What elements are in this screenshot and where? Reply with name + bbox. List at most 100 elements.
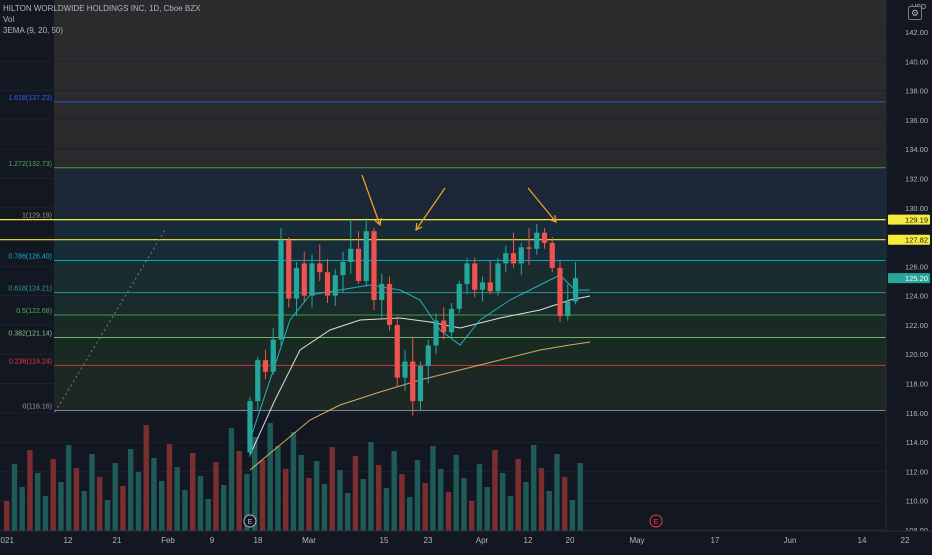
candle-body [441, 320, 447, 333]
volume-bar [236, 451, 242, 531]
volume-bar [500, 473, 506, 531]
price-marker-label: 129.19 [905, 216, 928, 225]
candle-body [572, 278, 579, 302]
volume-bar [283, 469, 289, 531]
price-tick-label: 116.00 [906, 409, 928, 418]
volume-bar [275, 446, 281, 531]
chart-legend: HILTON WORLDWIDE HOLDINGS INC, 1D, Cboe … [3, 3, 201, 36]
volume-bar [430, 446, 436, 531]
volume-bar [383, 488, 390, 531]
price-tick-label: 114.00 [906, 438, 928, 447]
arrow-head [415, 222, 423, 232]
time-tick-label: Apr [476, 536, 489, 545]
price-marker-label: 127.82 [905, 236, 928, 245]
volume-bar [376, 465, 382, 531]
candle-body [247, 401, 253, 453]
volume-bar [554, 454, 560, 531]
volume-legend[interactable]: Vol [3, 15, 15, 24]
time-tick-label: 15 [380, 536, 389, 545]
volume-bar [252, 437, 258, 531]
volume-bar [66, 445, 72, 531]
volume-bar [182, 490, 188, 531]
candle-body [317, 263, 323, 273]
candle-body [363, 231, 369, 281]
candle-body [425, 345, 431, 366]
time-tick-label: Feb [161, 536, 175, 545]
candle-body [386, 283, 393, 325]
volume-bar [159, 481, 165, 531]
fib-label: 0.618(124.21) [8, 286, 52, 293]
annotation-arrow [415, 187, 446, 231]
time-tick-label: 17 [711, 536, 720, 545]
candle-body [487, 282, 493, 292]
candle-body [433, 320, 439, 346]
volume-bar [306, 478, 312, 531]
time-axis-panel [0, 531, 932, 550]
volume-bar [577, 463, 583, 531]
candle-body [448, 308, 455, 333]
candle-body [371, 231, 377, 301]
fib-band [54, 292, 886, 315]
candle-body [518, 247, 524, 264]
price-tick-label: 132.00 [905, 174, 928, 183]
volume-bar [407, 497, 413, 531]
volume-bar [329, 447, 335, 531]
ema20-line [249, 295, 591, 456]
trend-line [54, 229, 166, 413]
candle-body [332, 275, 338, 296]
price-tick-label: 134.00 [905, 145, 928, 154]
volume-bar [445, 492, 452, 531]
time-tick-label: 21 [113, 536, 122, 545]
volume-bar [120, 486, 126, 531]
price-tick-label: 122.00 [905, 321, 928, 330]
volume-bar [213, 462, 219, 531]
candle-body [464, 263, 470, 284]
settings-gear-icon[interactable]: ⚙ [908, 6, 922, 20]
ema-legend[interactable]: 3EMA (9, 20, 50) [3, 26, 64, 35]
volume-bar [399, 474, 405, 531]
price-tick-label: 138.00 [905, 87, 928, 96]
volume-bar [221, 485, 227, 531]
volume-bar [492, 450, 498, 531]
price-tick-label: 136.00 [905, 116, 928, 125]
fib-label: 1.272(132.73) [8, 161, 52, 168]
candle-body [534, 232, 540, 249]
volume-bar [438, 469, 444, 531]
volume-bar [484, 487, 490, 531]
candle-body [394, 324, 400, 378]
candle-body [309, 263, 315, 296]
candle-body [348, 248, 354, 262]
fib-label: 0.786(126.40) [8, 253, 52, 260]
symbol-title[interactable]: HILTON WORLDWIDE HOLDINGS INC, 1D, Cboe … [3, 4, 201, 13]
volume-bar [337, 470, 343, 531]
volume-bar [73, 468, 80, 531]
volume-bar [128, 449, 134, 531]
time-tick-label: 2021 [0, 536, 14, 545]
fib-band [54, 260, 886, 293]
candle-body [286, 239, 292, 299]
volume-bar [259, 460, 266, 531]
volume-bar [314, 461, 320, 531]
volume-bar [469, 501, 475, 531]
volume-bar [422, 483, 428, 531]
volume-bar [42, 496, 49, 531]
volume-bar [112, 463, 118, 531]
candle-body [456, 283, 462, 309]
fib-band [54, 101, 886, 168]
time-tick-label: 9 [210, 536, 215, 545]
time-tick-label: 12 [524, 536, 533, 545]
volume-bar [197, 476, 204, 531]
candle-body [355, 248, 362, 281]
fib-label: 0.382(121.14) [8, 331, 52, 338]
volume-bar [546, 491, 552, 531]
candle-body [262, 360, 269, 372]
volume-bar [391, 451, 397, 531]
volume-bar [414, 460, 421, 531]
volume-bar [290, 432, 297, 531]
fib-label: 1(129.19) [22, 213, 52, 220]
volume-bar [244, 474, 250, 531]
volume-bar [19, 487, 25, 531]
fib-label: 0.5(122.68) [16, 308, 52, 315]
